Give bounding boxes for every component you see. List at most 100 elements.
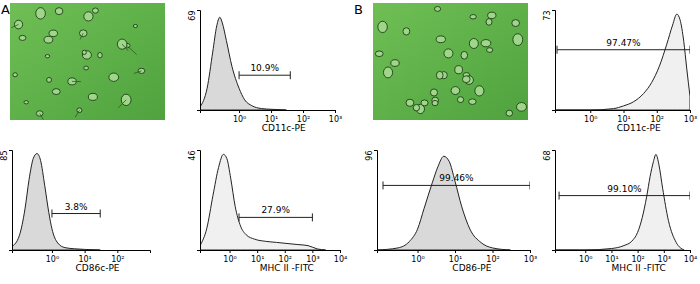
gate-end: [51, 210, 52, 218]
x-tick: 10¹: [617, 110, 630, 124]
cell: [513, 34, 523, 46]
x-tick-label: 10⁰: [46, 255, 59, 264]
x-tick-mark: [624, 110, 625, 113]
y-tick-mark: [374, 150, 377, 151]
histogram-curve: [377, 156, 510, 250]
x-axis-line: [201, 251, 341, 254]
x-tick: 10¹: [449, 250, 462, 264]
x-axis: 10⁰10¹10²10³: [378, 250, 538, 264]
cell: [432, 100, 438, 105]
gate-label: 97.47%: [606, 38, 641, 48]
x-tick: 10⁴: [334, 250, 347, 264]
gate-label: 27.9%: [261, 205, 290, 215]
x-tick: 10²: [111, 250, 124, 264]
x-tick: 10⁰: [46, 250, 59, 264]
x-axis: 10⁰ 10¹ 10² 10³ 10⁴: [556, 250, 698, 264]
x-tick: 10⁰: [584, 110, 597, 124]
x-tick-mark: [85, 250, 86, 253]
x-axis-title: CD11c-PE: [262, 123, 306, 133]
cell: [82, 50, 86, 54]
gate-label: 3.8%: [65, 202, 88, 212]
cell: [413, 104, 419, 111]
micrograph: [10, 3, 165, 120]
x-tick-mark: [418, 250, 419, 253]
histogram-curve: [200, 17, 286, 110]
cell: [98, 52, 103, 57]
x-tick-mark: [530, 250, 531, 253]
x-tick-mark: [690, 250, 691, 253]
x-tick: 10¹: [605, 250, 618, 264]
histogram: 3.8%10⁰10¹10²CD86c-PE85: [0, 151, 151, 274]
x-tick-mark: [271, 110, 272, 113]
cell: [403, 28, 410, 35]
cell-process: [11, 25, 18, 28]
gate-end: [557, 46, 558, 54]
x-tick-label: 10³: [329, 115, 342, 124]
y-axis: 96: [365, 151, 378, 251]
x-axis-line: [378, 251, 531, 254]
y-axis: 69: [188, 11, 201, 111]
x-tick: 10⁴: [684, 250, 697, 264]
x-axis-title: CD11c-PE: [617, 123, 661, 133]
x-axis-line: [201, 111, 336, 114]
x-tick-mark: [303, 110, 304, 113]
x-tick-label: 10⁴: [334, 255, 347, 264]
gate-end: [559, 192, 560, 200]
plot-area: [555, 154, 690, 250]
y-tick-label: 96: [365, 151, 374, 161]
cell: [49, 30, 57, 36]
cell: [82, 51, 91, 59]
cell-process: [134, 71, 142, 74]
cell: [487, 48, 493, 53]
x-axis: 10⁰10¹10²10³: [556, 110, 698, 124]
cell: [45, 55, 50, 58]
x-tick: 10²: [651, 110, 664, 124]
x-tick: 10²: [279, 250, 292, 264]
x-axis-line: [556, 251, 691, 254]
cell: [24, 101, 28, 104]
cell: [44, 36, 53, 43]
x-tick: 10³: [524, 250, 537, 264]
x-tick-label: 10⁰: [411, 255, 424, 264]
x-tick-mark: [117, 250, 118, 253]
x-tick: 10⁰: [579, 250, 592, 264]
gate-end: [239, 71, 240, 79]
cell: [88, 93, 97, 100]
histogram: 97.47%10⁰10¹10²10³CD11c-PE73: [543, 11, 697, 134]
x-tick: 10⁰: [233, 110, 246, 124]
y-axis: 68: [543, 151, 556, 251]
x-tick: 10⁰: [223, 250, 236, 264]
gate-line: [559, 195, 690, 196]
x-tick-label: 10⁴: [684, 255, 697, 264]
cell: [461, 51, 468, 59]
x-tick: 10³: [658, 250, 671, 264]
cell: [475, 86, 484, 96]
x-tick: 10¹: [251, 250, 264, 264]
y-tick: 96: [365, 151, 377, 161]
panel-label: B: [354, 2, 363, 17]
cell-process: [40, 113, 44, 119]
cell: [462, 76, 470, 83]
y-tick-label: 46: [188, 151, 197, 161]
cell: [52, 89, 60, 95]
gate-end: [530, 181, 531, 189]
cell: [457, 97, 463, 103]
gate-end: [312, 213, 313, 221]
cell: [434, 6, 440, 11]
x-tick-label: 10³: [524, 255, 537, 264]
plot-area: [200, 154, 326, 250]
plot-area: [555, 14, 690, 110]
x-axis-title: MHC II -FITC: [260, 263, 314, 273]
cell: [406, 99, 414, 106]
cell: [512, 20, 520, 27]
cell: [55, 8, 63, 15]
cell: [517, 103, 527, 112]
x-tick: 10¹: [265, 110, 278, 124]
x-tick: 10³: [306, 250, 319, 264]
histogram: 10.9%10⁰10¹10²10³CD11c-PE69: [188, 11, 342, 134]
cell: [13, 73, 18, 77]
y-tick-mark: [197, 150, 200, 151]
x-tick: 10²: [631, 250, 644, 264]
y-axis-line: [374, 151, 378, 251]
histogram-curve: [200, 154, 326, 250]
